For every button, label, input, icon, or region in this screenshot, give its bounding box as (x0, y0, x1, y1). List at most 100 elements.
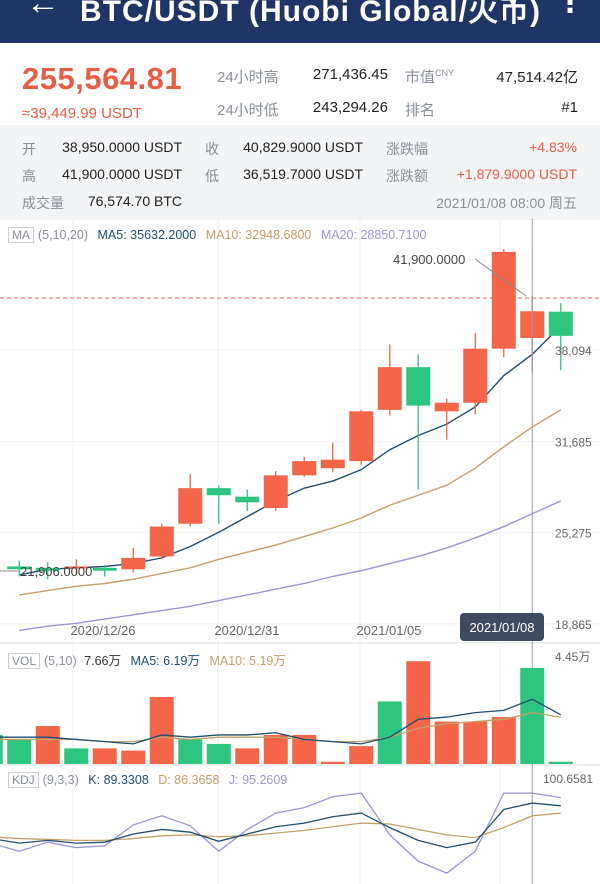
close-value: 40,829.9000 USDT (243, 139, 363, 155)
candle-body (434, 402, 459, 412)
mcap-label: 市值CNY (405, 68, 455, 86)
candle-body (121, 557, 146, 570)
kdj-k-line (0, 802, 561, 849)
vol-legend: VOL (5,10) 7.66万 MA5: 6.19万 MA10: 5.19万 (8, 650, 286, 669)
y-tick-label: 25,275 (555, 527, 592, 541)
high-label: 高 (22, 168, 36, 184)
volume-bar (349, 746, 374, 764)
kdj-d-line (0, 812, 561, 842)
candle-body (206, 488, 231, 496)
ma-params: (5,10,20) (38, 228, 89, 242)
rank-value: #1 (561, 99, 578, 116)
close-label: 收 (205, 141, 219, 157)
candle-body (463, 348, 488, 403)
top-bar: ← BTC/USDT (Huobi Global/火币) ▼ ⋮ (0, 0, 600, 43)
candle-body (64, 566, 89, 569)
mcap-value: 47,514.42亿 (496, 69, 578, 86)
x-date-label: 2020/12/31 (214, 623, 279, 638)
volume-bar (0, 734, 3, 764)
volume-value: 76,574.70 BTC (87, 193, 182, 209)
caret-down-icon[interactable]: ▼ (506, 0, 520, 10)
candle-body (235, 496, 260, 503)
volume-bar (463, 721, 488, 764)
volume-bar (548, 761, 573, 764)
ma10-legend: MA10: 32948.6800 (205, 228, 312, 242)
ma20-line (19, 500, 562, 632)
low24-value: 243,294.26 (312, 99, 388, 116)
volume-bar (235, 748, 260, 764)
volume-bar (406, 661, 431, 764)
x-date-label: 2021/01/05 (356, 623, 421, 638)
vol-ma5-legend: MA5: 6.19万 (130, 654, 200, 668)
price-summary: 255,564.81 ≈39,449.99 USDT 24小时高 271,436… (0, 43, 600, 125)
volume-bar (178, 739, 203, 764)
crosshair-date-label: 2021/01/08 (469, 620, 534, 635)
low24-label: 24小时低 (217, 102, 279, 119)
candle-body (349, 411, 374, 462)
volume-bar (92, 748, 117, 764)
candle-body (263, 475, 288, 509)
ma20-legend: MA20: 28850.7100 (320, 228, 427, 242)
volume-bar (206, 743, 231, 764)
more-vertical-icon[interactable]: ⋮ (556, 0, 584, 18)
candle-body (491, 251, 516, 349)
y-tick-label: 31,685 (555, 435, 592, 449)
volume-bar (64, 748, 89, 764)
high-marker-label: 41,900.0000 (393, 252, 465, 267)
candle-body (178, 488, 203, 524)
ma-legend: MA (5,10,20) MA5: 35632.2000 MA10: 32948.… (8, 227, 426, 243)
vol-value: 7.66万 (84, 654, 121, 668)
ma-tag: MA (8, 227, 34, 243)
candle-body (406, 367, 431, 406)
kdj-params: (9,3,3) (42, 773, 79, 787)
vol-params: (5,10) (44, 654, 77, 668)
vol-tag: VOL (8, 653, 41, 669)
candle-body (292, 461, 317, 476)
high-value: 41,900.0000 USDT (62, 166, 182, 182)
chg-amt-label: 涨跌额 (386, 168, 428, 184)
kdj-j-line (0, 792, 561, 874)
open-value: 38,950.0000 USDT (62, 139, 182, 155)
kdj-tag: KDJ (8, 772, 39, 788)
ma5-line (19, 325, 562, 576)
arrow-left-icon[interactable]: ← (26, 0, 60, 22)
vol-tick-label: 4.45万 (555, 650, 590, 664)
volume-bar (320, 761, 345, 764)
mcap-unit: CNY (435, 68, 455, 78)
kdj-tick-label: 100.6581 (543, 772, 593, 786)
candle-body (377, 367, 402, 410)
usdt-equivalent: ≈39,449.99 USDT (22, 105, 142, 122)
last-price: 255,564.81 (22, 61, 183, 96)
ohlc-details: 开 38,950.0000 USDT 收 40,829.9000 USDT 涨跌… (0, 125, 600, 219)
d-legend: D: 86.3658 (158, 773, 220, 787)
vol-ma5-line (0, 698, 562, 745)
volume-bar (434, 721, 459, 764)
volume-bar (520, 667, 545, 764)
low-value: 36,519.7000 USDT (243, 166, 363, 182)
kdj-legend: KDJ (9,3,3) K: 89.3308 D: 86.3658 J: 95.2… (8, 772, 287, 788)
pair-title[interactable]: BTC/USDT (Huobi Global/火币) (80, 0, 541, 28)
volume-bar (35, 726, 60, 764)
volume-bar (149, 696, 174, 764)
candle-body (320, 459, 345, 469)
volume-bar (263, 734, 288, 764)
candle-body (35, 567, 60, 571)
chg-pct-label: 涨跌幅 (386, 141, 428, 157)
k-legend: K: 89.3308 (88, 773, 149, 787)
volume-bar (377, 701, 402, 764)
x-date-label: 2020/12/26 (70, 623, 135, 638)
candle-body (548, 311, 573, 336)
ma10-line (19, 409, 562, 596)
high-marker-line (474, 258, 527, 297)
kline-svg[interactable]: 41,900.0000 21,906.0000 38,094 31,685 25,275… (0, 218, 600, 884)
candle-body (149, 526, 174, 557)
datetime: 2021/01/08 08:00 周五 (436, 195, 577, 211)
volume-bar (491, 717, 516, 764)
candle-body (7, 566, 32, 570)
kline-chart-area[interactable]: MA (5,10,20) MA5: 35632.2000 MA10: 32948.… (0, 218, 600, 884)
j-legend: J: 95.2609 (228, 773, 288, 787)
y-tick-label: 38,094 (555, 344, 592, 358)
candle-body (92, 567, 117, 571)
ma5-legend: MA5: 35632.2000 (97, 228, 197, 242)
volume-bar (7, 739, 32, 764)
